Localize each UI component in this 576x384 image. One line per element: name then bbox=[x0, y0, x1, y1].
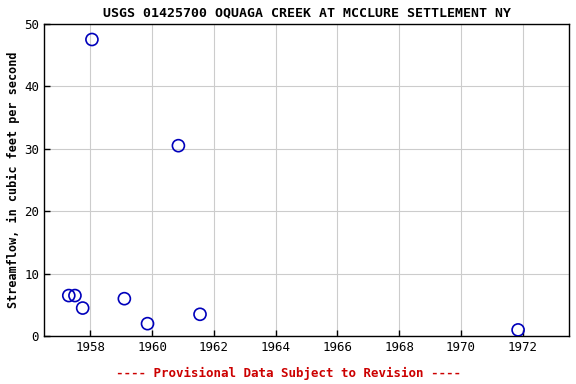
Text: ---- Provisional Data Subject to Revision ----: ---- Provisional Data Subject to Revisio… bbox=[116, 367, 460, 380]
Point bbox=[174, 142, 183, 149]
Point bbox=[195, 311, 204, 317]
Title: USGS 01425700 OQUAGA CREEK AT MCCLURE SETTLEMENT NY: USGS 01425700 OQUAGA CREEK AT MCCLURE SE… bbox=[103, 7, 510, 20]
Point bbox=[513, 327, 522, 333]
Point bbox=[64, 293, 73, 299]
Y-axis label: Streamflow, in cubic feet per second: Streamflow, in cubic feet per second bbox=[7, 52, 20, 308]
Point bbox=[78, 305, 88, 311]
Point bbox=[70, 293, 79, 299]
Point bbox=[120, 296, 129, 302]
Point bbox=[143, 321, 152, 327]
Point bbox=[88, 36, 97, 43]
